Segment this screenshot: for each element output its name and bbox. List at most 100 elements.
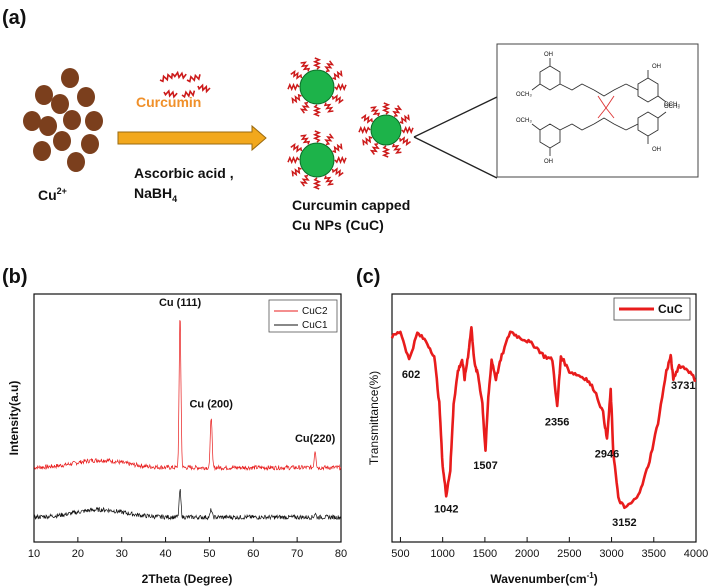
curcumin-label: Curcumin [136,94,201,110]
ftir-peak-label: 1507 [473,460,497,472]
ftir-x-tick-label: 2500 [557,548,581,560]
product-label-line2: Cu NPs (CuC) [292,217,384,233]
och3-label-2: OCH₃ [664,104,680,110]
zoom-line-top [413,96,498,138]
capping-ligand [399,114,410,125]
xrd-annotations: Cu (111) Cu (200) Cu(220) [159,297,336,445]
och3-label-1: OCH₃ [516,92,532,98]
curcumin-molecule [163,89,178,99]
zoom-callout: OH OH OH OH OCH₃ OCH₃ OCH₃ OCH₃ [413,43,699,179]
panel-b-label: (b) [2,266,28,288]
ftir-annotations: 602 1042 1507 2356 2946 3152 3731 [402,369,696,529]
ftir-x-tick-label: 1500 [473,548,497,560]
cu-ion-particle [51,94,69,114]
och3-label-3: OCH₃ [516,118,532,124]
ftir-series-cuc [390,325,697,510]
capping-ligand [334,82,347,92]
curcumin-molecule [186,73,201,83]
cu-ion-cluster [23,68,103,172]
xrd-x-tick-label: 40 [159,548,171,560]
ftir-x-axis: 500 1000 1500 2000 2500 3000 3500 4000 [391,537,708,560]
reaction-arrow [117,124,267,152]
reagent-nabh4: NaBH4 [134,185,177,204]
capping-ligand [290,69,303,80]
ftir-legend-label-cuc: CuC [658,302,683,316]
ftir-peak-label: 602 [402,369,420,381]
capping-ligand [370,106,381,117]
xrd-peak-label: Cu (111) [159,297,202,309]
xrd-legend-label-cuc1: CuC1 [302,320,328,331]
oh-label-4: OH [652,147,661,153]
xrd-y-axis-label: Intensity(a.u) [7,381,21,456]
capping-ligand [299,174,310,187]
capping-ligand [324,60,335,73]
xrd-x-tick-label: 60 [247,548,259,560]
xrd-series-group [33,320,342,521]
ftir-x-tick-label: 500 [391,548,409,560]
panel-b: (b) 10 20 30 40 50 60 70 80 Cu (111) Cu (200) Cu(… [2,266,347,586]
xrd-peak-label: Cu(220) [295,433,336,445]
copper-nanoparticle [370,114,402,146]
panel-a-label: (a) [2,7,26,29]
xrd-legend: CuC2 CuC1 [268,299,338,333]
ftir-x-tick-label: 1000 [430,548,454,560]
reagent-ascorbic-acid: Ascorbic acid , [134,165,234,181]
cu-ion-particle [35,85,53,105]
ftir-legend: CuC [613,297,691,321]
capping-ligand [401,125,414,135]
cu-ion-particle [85,111,103,131]
oh-label-2: OH [652,64,661,70]
product-label-line1: Curcumin capped [292,197,410,213]
capping-ligand [332,143,343,154]
capping-ligand [291,166,302,177]
capping-ligand [331,94,344,105]
ftir-plot-frame [391,293,697,543]
copper-nanoparticle [299,142,335,178]
xrd-legend-box [268,299,338,333]
capping-ligand [332,70,343,81]
ftir-peak-label: 3731 [671,380,695,392]
zoom-line-bottom [413,136,498,179]
capping-ligand [312,104,322,117]
och3-label-4: OCH₃ [664,102,680,108]
capping-ligand [331,167,344,178]
xrd-series-cuc2 [33,320,342,471]
ftir-x-axis-label: Wavenumber(cm-1) [490,571,597,586]
capping-ligand [287,155,300,165]
ftir-peak-label: 2946 [595,449,619,461]
capping-ligand [300,61,311,72]
capping-ligand [334,155,347,165]
xrd-plot-frame [33,293,342,543]
cu-ion-particle [23,111,41,131]
reaction-arrow-shape [117,124,267,152]
oh-label-1: OH [544,52,553,58]
xrd-x-tick-label: 20 [72,548,84,560]
capping-ligand [362,135,373,146]
capping-ligand [290,142,303,153]
cu-ion-particle [63,110,81,130]
ftir-x-tick-label: 3500 [642,548,666,560]
capping-ligand [300,134,311,145]
ftir-x-tick-label: 3000 [599,548,623,560]
capping-ligand [287,82,300,92]
structure-group-labels: OH OH OH OH OCH₃ OCH₃ OCH₃ OCH₃ [516,52,680,165]
capping-ligand [392,105,403,117]
xrd-x-tick-label: 80 [335,548,347,560]
capping-ligand [323,102,334,113]
ftir-peak-label: 1042 [434,504,458,516]
cu-ion-particle [53,131,71,151]
capping-ligand [324,133,335,146]
xrd-x-tick-label: 50 [203,548,215,560]
curcumin-molecule [181,89,196,99]
xrd-legend-label-cuc2: CuC2 [302,306,328,317]
xrd-x-tick-label: 70 [291,548,303,560]
ftir-x-tick-label: 2000 [515,548,539,560]
capped-nanoparticles [287,57,414,190]
capping-ligand [361,113,373,124]
ftir-x-tick-label: 4000 [684,548,708,560]
cu-ion-particle [67,152,85,172]
capping-ligand [299,101,310,114]
ftir-peak-label: 2356 [545,416,569,428]
cu-ion-label: Cu2+ [38,186,67,203]
